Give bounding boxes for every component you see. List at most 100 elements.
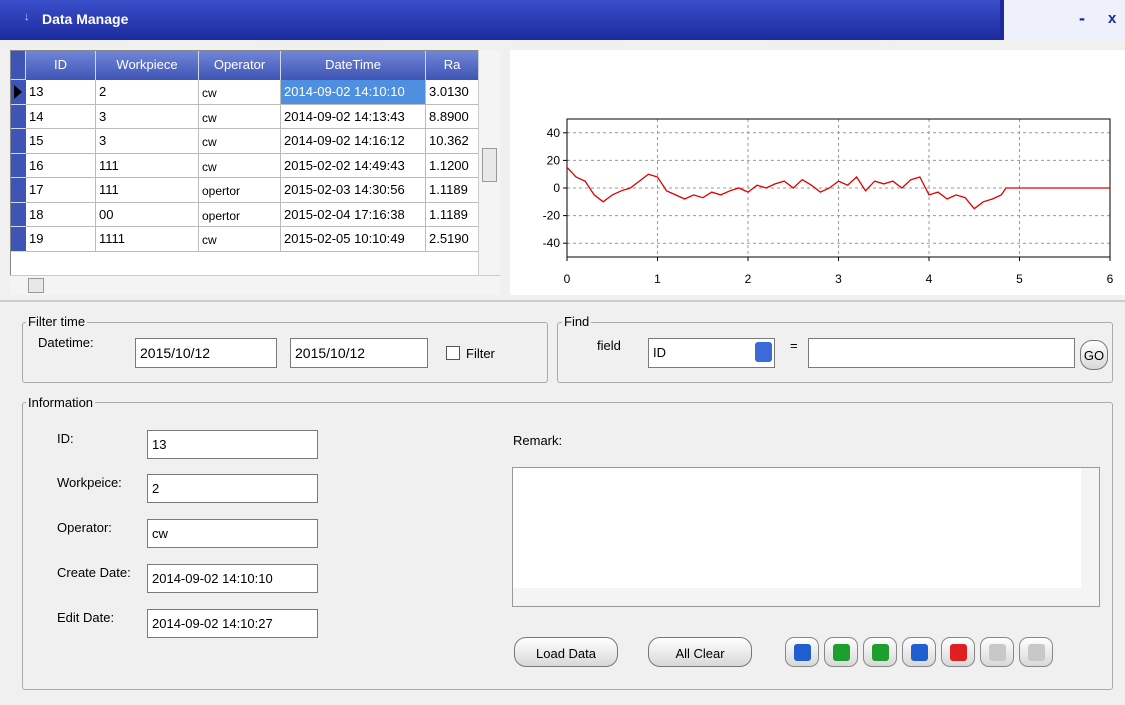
cell: 111	[96, 178, 199, 203]
x-tick-label: 1	[654, 272, 661, 286]
vertical-scrollbar[interactable]	[1081, 468, 1099, 590]
cell: 111	[96, 153, 199, 178]
cell: 18	[26, 202, 96, 227]
row-header	[11, 80, 26, 105]
nav-prior-button[interactable]	[824, 637, 858, 667]
x-tick-label: 0	[564, 272, 571, 286]
row-header	[11, 178, 26, 203]
cell: 15	[26, 129, 96, 154]
cell: 17	[26, 178, 96, 203]
scroll-thumb[interactable]	[28, 278, 44, 293]
column-header: ID	[26, 51, 96, 80]
cell: 2014-09-02 14:13:43	[281, 104, 426, 129]
field-label: Remark:	[513, 433, 563, 448]
filter-group	[22, 322, 548, 383]
row-header	[11, 153, 26, 178]
field-label: Operator:	[57, 520, 112, 535]
chart: -40 -20 0 20 40 0 1 2 3 4 5 6	[510, 50, 1125, 295]
current-row-indicator	[14, 85, 22, 99]
cell: 1.1189	[426, 202, 479, 227]
text-input[interactable]: 2014-09-02 14:10:27	[147, 609, 318, 638]
y-tick-label: 0	[553, 181, 560, 195]
row-header	[11, 202, 26, 227]
text-input[interactable]: 2014-09-02 14:10:10	[147, 564, 318, 593]
window-controls: - x	[1000, 0, 1125, 40]
cell: 2015-02-03 14:30:56	[281, 178, 426, 203]
x-tick-label: 2	[745, 272, 752, 286]
cell: 16	[26, 153, 96, 178]
data-grid: ID Workpiece Operator DateTime Ra 13 2 cw 2014-0…	[10, 50, 500, 295]
nav-first-button[interactable]	[785, 637, 819, 667]
cell: 14	[26, 104, 96, 129]
line-series	[566, 166, 1110, 210]
cell: cw	[199, 227, 281, 252]
row-header	[11, 51, 26, 80]
field-label: Edit Date:	[57, 610, 115, 625]
cell: 1.1189	[426, 178, 479, 203]
field-label: field	[597, 338, 621, 353]
y-tick-label: 40	[547, 126, 561, 140]
scroll-thumb[interactable]	[482, 148, 497, 182]
all-clear-button[interactable]: All Clear	[648, 637, 752, 667]
cell: 3.0130	[426, 80, 479, 105]
text-input[interactable]: cw	[147, 519, 318, 548]
close-button[interactable]: x	[1108, 10, 1117, 27]
cell: cw	[199, 153, 281, 178]
horizontal-scrollbar[interactable]	[513, 588, 1099, 606]
text-input[interactable]: 2	[147, 474, 318, 503]
go-button[interactable]: GO	[1080, 340, 1108, 370]
cell: 8.8900	[426, 104, 479, 129]
cell: 19	[26, 227, 96, 252]
y-tick-label: 20	[547, 153, 561, 167]
remark-textarea[interactable]	[512, 467, 1100, 607]
cell: 2014-09-02 14:16:12	[281, 129, 426, 154]
selected-cell: 2014-09-02 14:10:10	[281, 80, 426, 105]
cell: 2015-02-04 17:16:38	[281, 202, 426, 227]
cell: 2	[96, 80, 199, 105]
vertical-scrollbar[interactable]	[478, 50, 500, 275]
nav-last-button[interactable]	[902, 637, 936, 667]
row-header	[11, 227, 26, 252]
row-header	[11, 104, 26, 129]
minimize-button[interactable]: -	[1079, 8, 1085, 28]
row-header	[11, 129, 26, 154]
field-combo[interactable]: ID	[648, 338, 775, 368]
cell: 10.362	[426, 129, 479, 154]
column-header: Ra	[426, 51, 479, 80]
column-header: DateTime	[281, 51, 426, 80]
window-title: Data Manage	[42, 11, 129, 27]
field-label: Datetime:	[38, 335, 94, 350]
text-input[interactable]: 13	[147, 430, 318, 459]
window-icon: ↓	[24, 11, 30, 23]
information-group	[22, 402, 1113, 690]
find-group	[557, 322, 1113, 383]
group-legend: Information	[26, 395, 96, 410]
find-input[interactable]	[808, 338, 1075, 368]
x-tick-label: 5	[1016, 272, 1023, 286]
field-label: Workpeice:	[57, 475, 122, 490]
cell: 13	[26, 80, 96, 105]
nav-delete-button[interactable]	[941, 637, 975, 667]
cell: cw	[199, 104, 281, 129]
cell: 00	[96, 202, 199, 227]
nav-post-button[interactable]	[980, 637, 1014, 667]
nav-next-button[interactable]	[863, 637, 897, 667]
cell: 2.5190	[426, 227, 479, 252]
title-bar: ↓ Data Manage	[0, 0, 1125, 40]
cell: 1111	[96, 227, 199, 252]
cell: cw	[199, 129, 281, 154]
equals-sign: =	[790, 338, 798, 353]
x-tick-label: 3	[835, 272, 842, 286]
y-tick-label: -20	[543, 209, 561, 223]
y-tick-label: -40	[543, 236, 561, 250]
combo-arrow[interactable]	[755, 342, 772, 362]
horizontal-scrollbar[interactable]	[10, 275, 500, 295]
date-picker[interactable]: 2015/10/12	[290, 338, 428, 368]
column-header: Operator	[199, 51, 281, 80]
date-picker[interactable]: 2015/10/12	[135, 338, 277, 368]
nav-cancel-button[interactable]	[1019, 637, 1053, 667]
cell: 1.1200	[426, 153, 479, 178]
checkbox[interactable]	[446, 346, 460, 360]
field-label: ID:	[57, 431, 74, 446]
load-data-button[interactable]: Load Data	[514, 637, 618, 667]
